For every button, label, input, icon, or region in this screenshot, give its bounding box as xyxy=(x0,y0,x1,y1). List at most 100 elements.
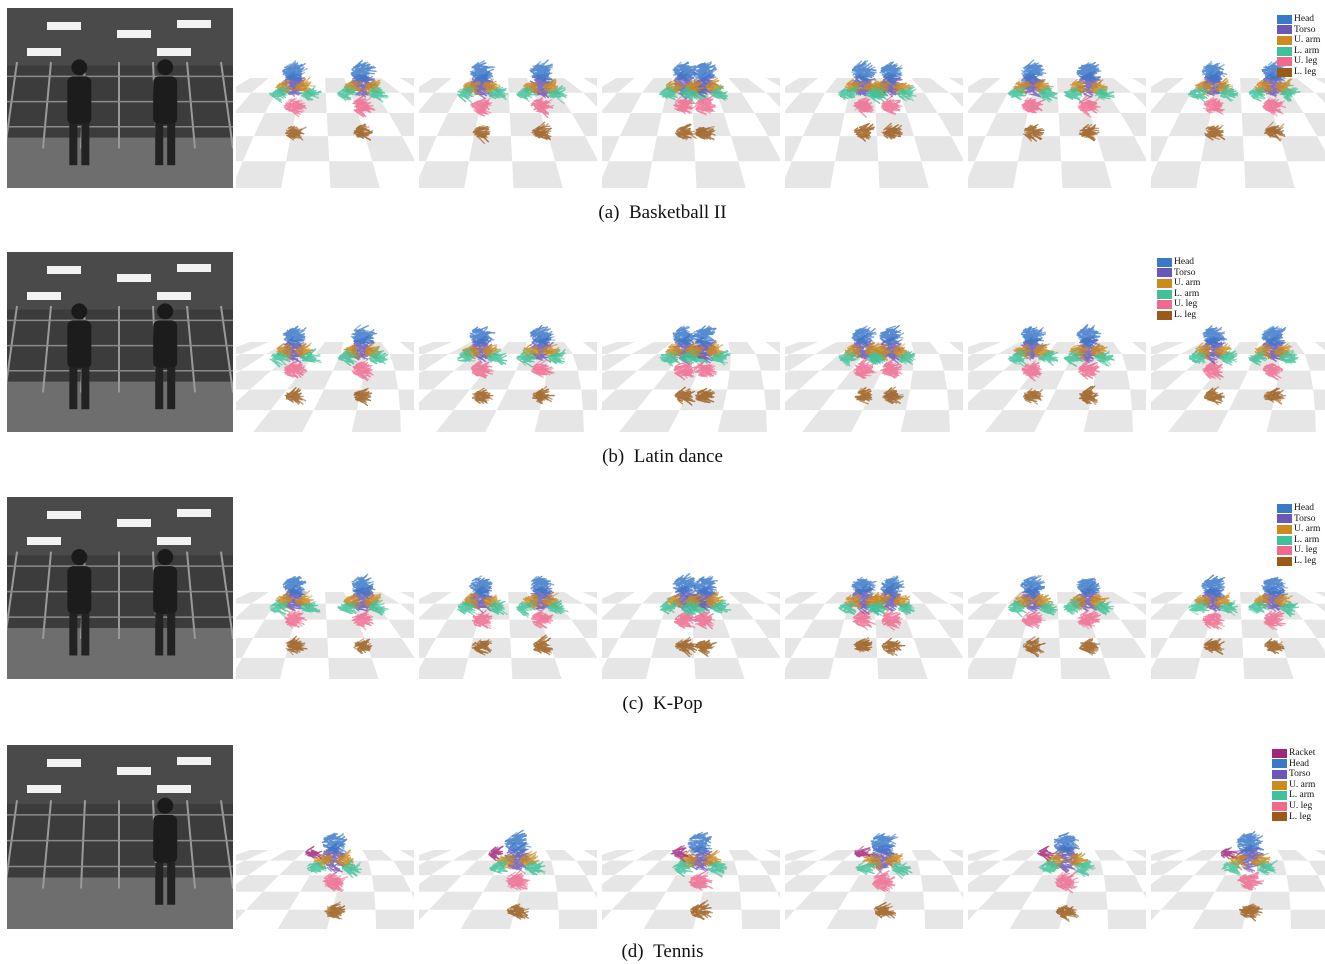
legend-swatch xyxy=(1277,556,1292,566)
legend-swatch xyxy=(1277,14,1292,24)
subfigure-caption: (d) Tennis xyxy=(0,941,1325,963)
legend-label: L. leg xyxy=(1289,812,1311,823)
legend-label: L. leg xyxy=(1294,556,1316,567)
reconstruction-panel xyxy=(785,8,963,188)
subfigure-tag: (b) xyxy=(602,446,624,467)
legend-label: Racket xyxy=(1289,748,1315,759)
body-part-trajectories-render xyxy=(602,573,780,679)
legend-label: Head xyxy=(1294,503,1314,514)
legend-label: L. arm xyxy=(1289,790,1314,801)
legend-swatch xyxy=(1272,748,1287,758)
body-part-legend: Head Torso U. arm L. arm U. leg L. leg xyxy=(1277,503,1320,567)
legend-swatch xyxy=(1272,769,1287,779)
body-part-trajectories-render xyxy=(785,575,963,679)
legend-item: L. arm xyxy=(1272,790,1315,801)
legend-swatch xyxy=(1157,268,1172,278)
body-part-trajectories-render xyxy=(1151,574,1325,679)
body-part-trajectories-render xyxy=(419,575,597,679)
legend-item: L. arm xyxy=(1157,289,1200,300)
legend-item: Head xyxy=(1272,759,1315,770)
legend-swatch xyxy=(1157,257,1172,267)
body-part-trajectories-render xyxy=(785,59,963,188)
subfigure-title: Basketball II xyxy=(629,202,727,223)
legend-label: U. leg xyxy=(1294,56,1317,67)
subfigure-title: Tennis xyxy=(653,941,703,962)
legend-swatch xyxy=(1277,524,1292,534)
legend-item: L. arm xyxy=(1277,46,1320,57)
legend-label: Torso xyxy=(1174,268,1196,279)
legend-label: Torso xyxy=(1289,769,1311,780)
legend-swatch xyxy=(1277,514,1292,524)
legend-item: Torso xyxy=(1157,268,1200,279)
reconstruction-panels xyxy=(236,745,1325,929)
reconstruction-panel xyxy=(1151,497,1325,679)
legend-item: U. arm xyxy=(1277,524,1320,535)
legend-item: L. leg xyxy=(1277,67,1320,78)
legend-swatch xyxy=(1277,35,1292,45)
legend-item: L. arm xyxy=(1277,535,1320,546)
figure-row-c xyxy=(0,497,1325,679)
legend-swatch xyxy=(1157,310,1172,320)
camera-photo-graphic xyxy=(7,252,233,432)
legend-label: L. arm xyxy=(1174,289,1199,300)
legend-label: U. arm xyxy=(1294,35,1320,46)
body-part-trajectories-render xyxy=(602,325,780,432)
subfigure-title: Latin dance xyxy=(634,446,723,467)
legend-swatch xyxy=(1272,791,1287,801)
legend-item: U. leg xyxy=(1157,299,1200,310)
legend-swatch xyxy=(1272,801,1287,811)
legend-item: L. leg xyxy=(1157,310,1200,321)
reconstruction-panel xyxy=(785,497,963,679)
reconstruction-panel xyxy=(236,497,414,679)
reconstruction-panel xyxy=(236,745,414,929)
legend-swatch xyxy=(1277,67,1292,77)
legend-label: U. leg xyxy=(1289,801,1312,812)
camera-photo-graphic xyxy=(7,497,233,679)
input-camera-image xyxy=(7,497,233,679)
legend-swatch xyxy=(1277,503,1292,513)
subfigure-tag: (d) xyxy=(621,941,643,962)
reconstruction-panel xyxy=(419,497,597,679)
body-part-legend: Head Torso U. arm L. arm U. leg L. leg xyxy=(1277,14,1320,78)
legend-item: U. leg xyxy=(1272,801,1315,812)
legend-label: L. arm xyxy=(1294,46,1319,57)
legend-label: Torso xyxy=(1294,514,1316,525)
body-part-trajectories-render xyxy=(419,324,597,432)
figure-row-a xyxy=(0,8,1325,188)
camera-photo-graphic xyxy=(7,745,233,929)
legend-label: Head xyxy=(1289,759,1309,770)
legend-swatch xyxy=(1277,25,1292,35)
body-part-trajectories-render xyxy=(1151,830,1325,929)
legend-label: U. leg xyxy=(1294,545,1317,556)
legend-label: Torso xyxy=(1294,25,1316,36)
input-camera-image xyxy=(7,252,233,432)
reconstruction-panel xyxy=(602,8,780,188)
legend-item: Head xyxy=(1277,14,1320,25)
legend-label: U. leg xyxy=(1174,299,1197,310)
legend-item: Racket xyxy=(1272,748,1315,759)
legend-swatch xyxy=(1157,300,1172,310)
body-part-trajectories-render xyxy=(236,832,414,929)
reconstruction-panel xyxy=(1151,745,1325,929)
legend-swatch xyxy=(1277,546,1292,556)
legend-item: Head xyxy=(1157,257,1200,268)
input-camera-image xyxy=(7,745,233,929)
legend-item: Torso xyxy=(1277,514,1320,525)
subfigure-caption: (b) Latin dance xyxy=(0,446,1325,468)
legend-label: L. leg xyxy=(1294,67,1316,78)
legend-swatch xyxy=(1272,812,1287,822)
legend-item: L. leg xyxy=(1277,556,1320,567)
legend-label: Head xyxy=(1174,257,1194,268)
reconstruction-panel xyxy=(602,252,780,432)
reconstruction-panel xyxy=(968,497,1146,679)
reconstruction-panel xyxy=(419,8,597,188)
legend-swatch xyxy=(1272,780,1287,790)
body-part-trajectories-render xyxy=(602,831,780,929)
body-part-trajectories-render xyxy=(419,829,597,929)
reconstruction-panel xyxy=(419,745,597,929)
legend-item: U. leg xyxy=(1277,545,1320,556)
legend-label: Head xyxy=(1294,14,1314,25)
legend-swatch xyxy=(1157,289,1172,299)
reconstruction-panel xyxy=(968,8,1146,188)
body-part-trajectories-render xyxy=(968,574,1146,679)
